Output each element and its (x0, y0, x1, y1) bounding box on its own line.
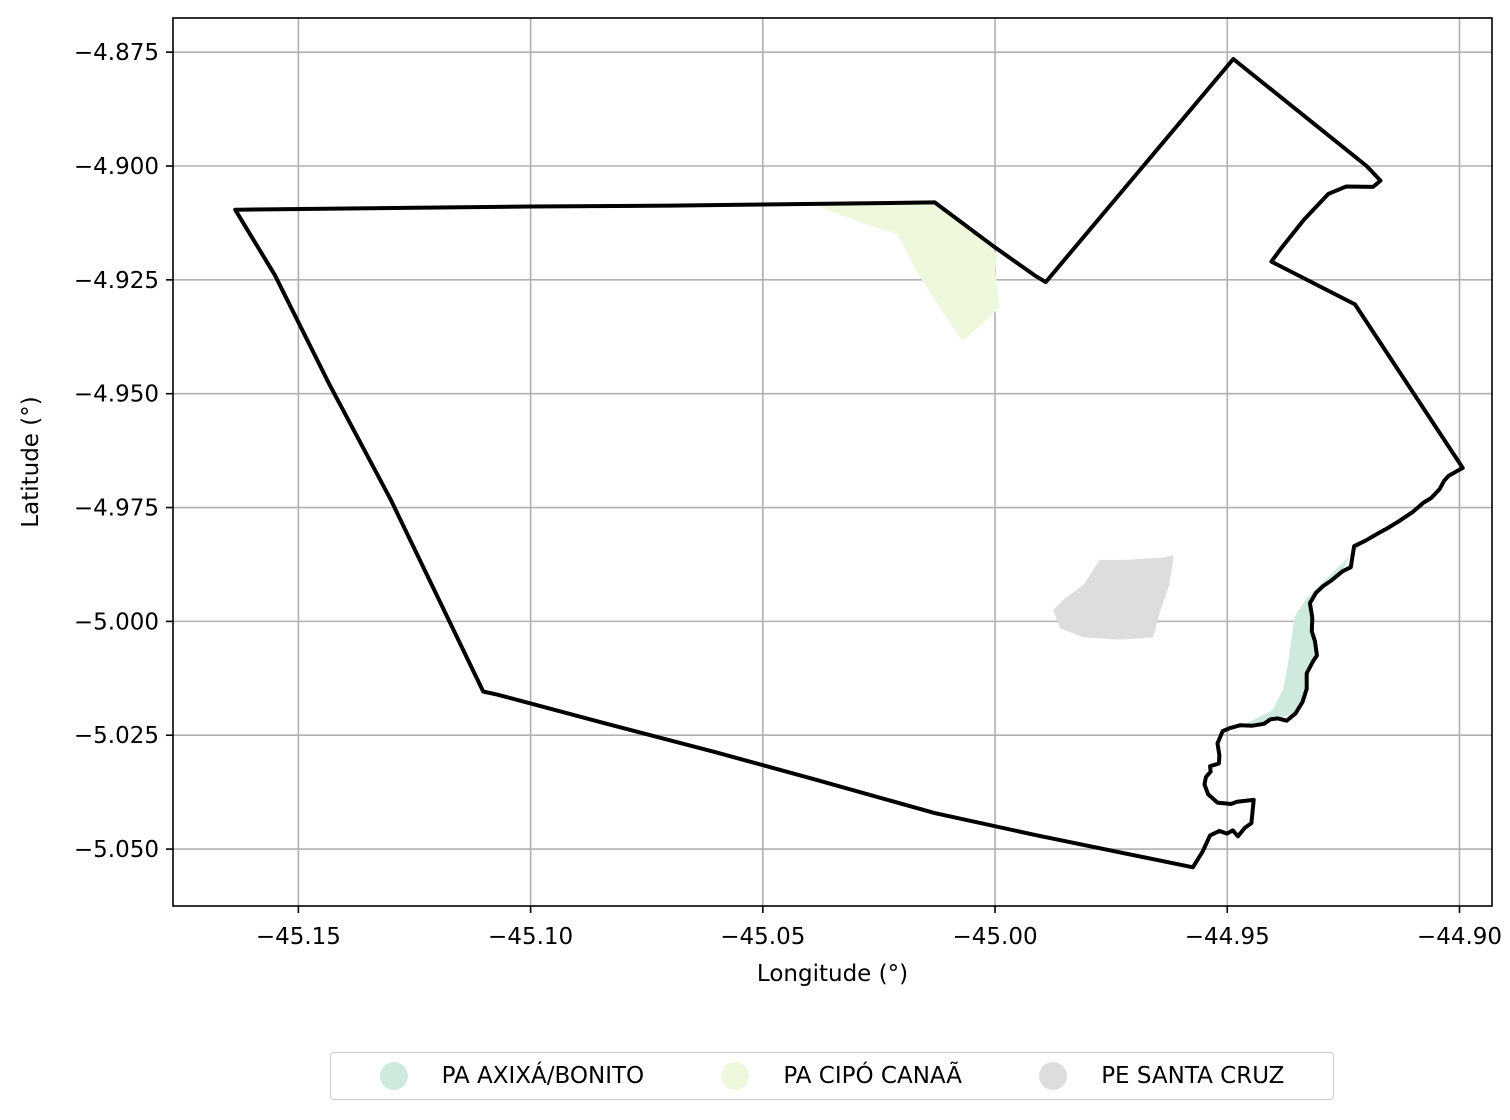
legend-marker (379, 1062, 408, 1090)
legend-label: PA AXIXÁ/BONITO (441, 1063, 645, 1089)
y-tick-label: −4.875 (74, 40, 159, 66)
y-tick-label: −4.925 (74, 268, 159, 294)
boundary-outline (233, 57, 1465, 870)
x-axis-ticks: −45.15 −45.10 −45.05 −45.00 −44.95 −44.90 (256, 906, 1502, 950)
x-tick-label: −45.10 (488, 924, 573, 950)
x-tick-label: −45.00 (952, 924, 1037, 950)
municipality-boundary (233, 57, 1465, 870)
x-tick-label: −45.15 (256, 924, 341, 950)
y-axis-label: Latitude (°) (18, 396, 44, 527)
y-tick-label: −5.025 (74, 723, 159, 749)
x-tick-label: −44.95 (1185, 924, 1270, 950)
x-axis-label: Longitude (°) (757, 961, 908, 987)
legend-item-santa-cruz: PE SANTA CRUZ (1039, 1062, 1284, 1090)
area-cipo-canaa (813, 202, 1000, 342)
y-tick-label: −5.000 (74, 609, 159, 635)
legend-item-axixa-bonito: PA AXIXÁ/BONITO (379, 1062, 645, 1090)
y-tick-label: −4.900 (74, 154, 159, 180)
area-santa-cruz (1053, 555, 1174, 640)
y-tick-label: −4.950 (74, 382, 159, 408)
y-axis-ticks: −4.875 −4.900 −4.925 −4.950 −4.975 −5.000 −5.0… (74, 40, 173, 863)
protected-areas (813, 202, 1446, 724)
legend-label: PE SANTA CRUZ (1101, 1063, 1285, 1089)
legend-marker (721, 1062, 750, 1090)
legend-item-cipo-canaa: PA CIPÓ CANAÃ (721, 1062, 962, 1090)
x-tick-label: −45.05 (720, 924, 805, 950)
legend-marker (1039, 1062, 1068, 1090)
x-tick-label: −44.90 (1417, 924, 1502, 950)
area-axixa-bonito (1245, 484, 1446, 724)
y-tick-label: −5.050 (74, 837, 159, 863)
legend: PA AXIXÁ/BONITO PA CIPÓ CANAÃ PE SANTA C… (330, 1052, 1334, 1100)
y-tick-label: −4.975 (74, 496, 159, 522)
legend-label: PA CIPÓ CANAÃ (783, 1063, 963, 1089)
plot-frame (172, 17, 1493, 907)
